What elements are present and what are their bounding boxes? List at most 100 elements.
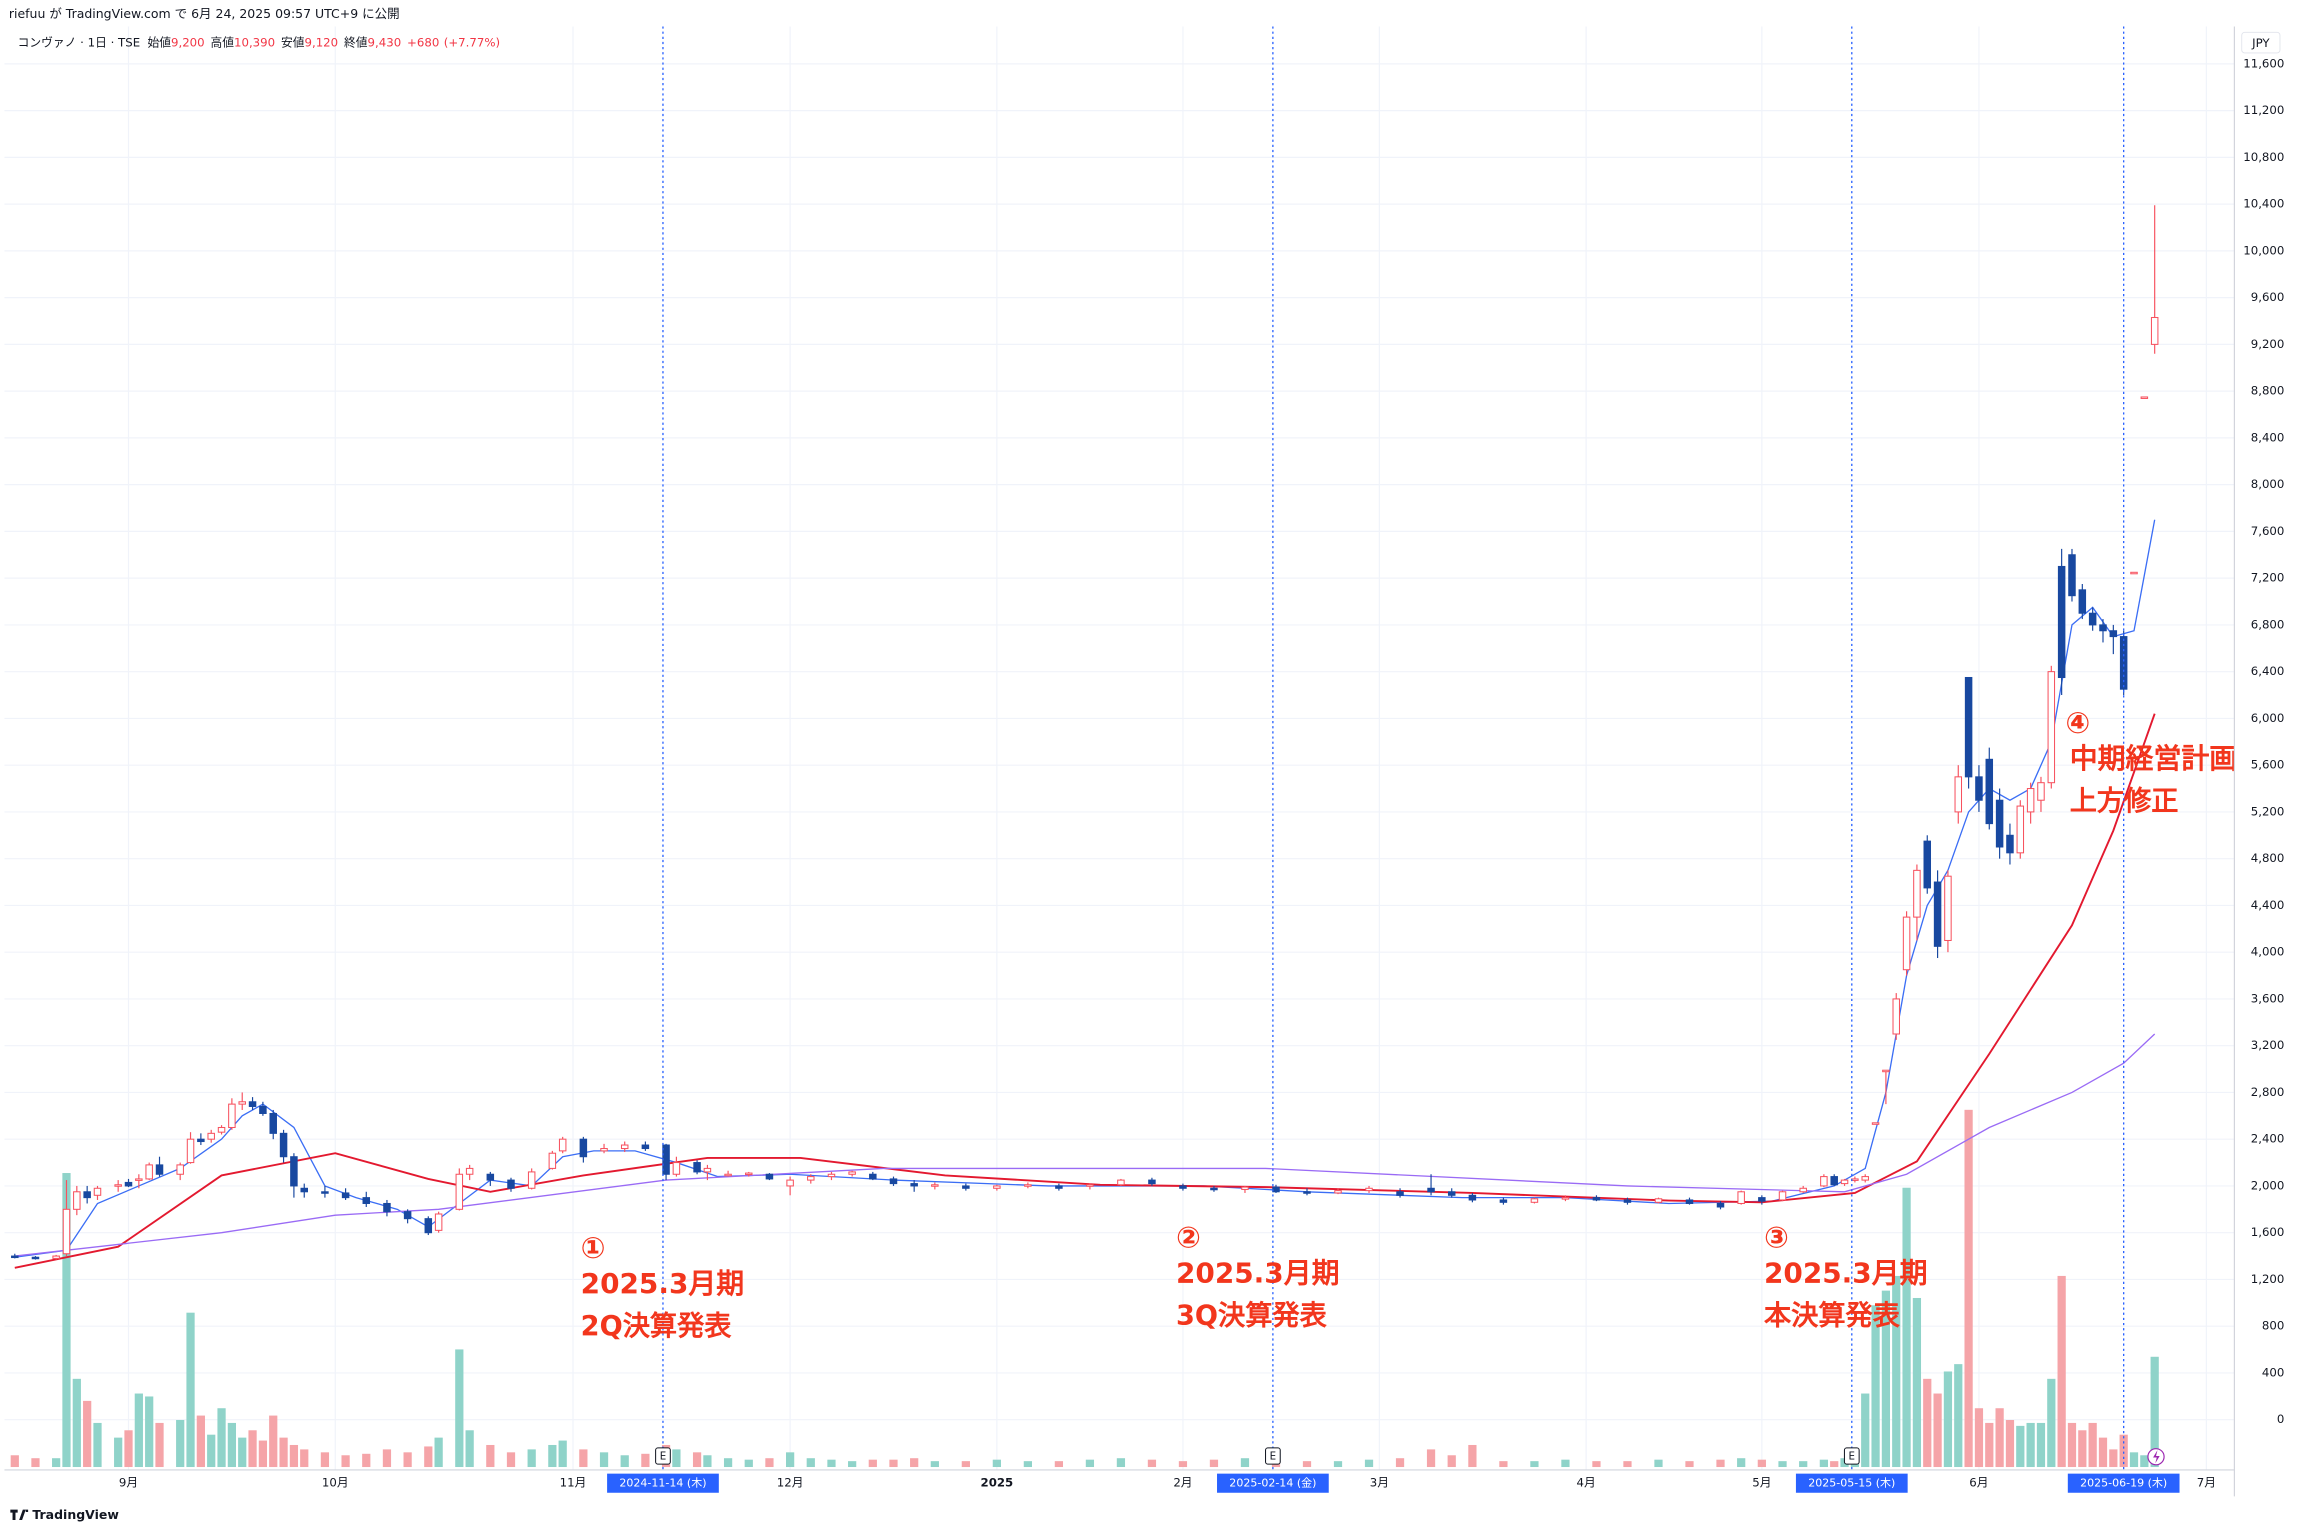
candle-body: [2099, 624, 2107, 632]
candle-body: [1882, 1069, 1890, 1073]
y-tick-label: 800: [2262, 1319, 2284, 1333]
volume-bar: [1830, 1461, 1839, 1468]
volume-bar: [1871, 1305, 1880, 1468]
y-tick-label: 2,400: [2251, 1132, 2285, 1146]
candle-body: [1179, 1185, 1187, 1189]
annotation-text: 2025.3月期: [1764, 1256, 1928, 1289]
annotation-text: ①: [581, 1231, 606, 1265]
earnings-marker-box: [1265, 1447, 1281, 1465]
volume-bar: [1933, 1393, 1942, 1468]
candle-body: [383, 1202, 391, 1213]
volume-bar: [2036, 1422, 2046, 1468]
event-date-box: [1795, 1473, 1908, 1493]
candle-body: [321, 1191, 329, 1194]
x-tick-label: 11月: [560, 1476, 587, 1490]
volume-bar: [848, 1461, 857, 1468]
candle-body: [341, 1192, 350, 1199]
volume-bar: [1912, 1297, 1922, 1468]
candle-body: [703, 1167, 712, 1173]
currency: JPY: [2251, 36, 2270, 50]
annotation-text: ③: [1764, 1221, 1789, 1255]
candle-body: [1799, 1187, 1807, 1193]
volume-bar: [1685, 1461, 1694, 1468]
candle-body: [889, 1178, 898, 1185]
volume-bar: [506, 1452, 516, 1468]
volume-bar: [300, 1449, 309, 1468]
volume-bar: [1302, 1461, 1312, 1468]
candle-body: [362, 1197, 371, 1204]
candle-body: [745, 1172, 753, 1176]
volume-bar: [1923, 1378, 1932, 1468]
y-tick-label: 6,400: [2251, 664, 2285, 678]
volume-bar: [1592, 1461, 1601, 1468]
volume-bar: [1116, 1458, 1126, 1468]
candle-body: [1737, 1191, 1745, 1204]
candle-body: [1427, 1187, 1435, 1193]
x-axis: 9月 10月 11月 12月 2025 2月 3月 4月 5月 6月 7月: [119, 1476, 2216, 1490]
volume-bar: [1799, 1461, 1808, 1468]
volume-bar: [692, 1452, 702, 1468]
candle-body: [724, 1173, 732, 1177]
candle-body: [2026, 788, 2035, 813]
volume-bar: [1892, 1275, 1901, 1468]
x-tick-label: 5月: [1752, 1476, 1771, 1490]
candle-body: [1024, 1184, 1032, 1187]
candle-body: [1241, 1186, 1249, 1190]
volume-bar: [2057, 1275, 2066, 1468]
x-tick-label: 6月: [1969, 1476, 1988, 1490]
y-axis: 0 400 800 1,200 1,600 2,000 2,400 2,800 3,200 3,6…: [2243, 56, 2284, 1426]
annotation-text: ②: [1176, 1221, 1201, 1255]
annotation-layer: ①2025.3月期2Q決算発表②2025.3月期3Q決算発表③2025.3月期本…: [581, 706, 2265, 1342]
volume-bar: [124, 1430, 133, 1468]
event-layer: E 2024-11-14 (木) E 2025-02-14 (金) E 2025-05-1…: [607, 26, 2180, 1493]
volume-bar: [1954, 1364, 1963, 1468]
legend-field-value: 9,120: [305, 35, 339, 49]
candle-layer: [11, 205, 2159, 1260]
event-date: 2025-05-15 (木): [1808, 1477, 1895, 1490]
candle-body: [238, 1101, 246, 1105]
candle-body: [1758, 1197, 1766, 1202]
volume-bar: [186, 1312, 195, 1468]
volume-bar: [2088, 1422, 2097, 1468]
candle-body: [1861, 1176, 1869, 1181]
x-tick-label: 10月: [322, 1476, 349, 1490]
legend-symbol: コンヴァノ · 1日 · TSE: [18, 35, 140, 49]
candle-body: [1923, 840, 1932, 889]
candle-body: [290, 1156, 298, 1187]
candle-body: [114, 1184, 122, 1187]
candle-body: [1913, 869, 1921, 918]
candle-body: [2068, 554, 2076, 597]
y-tick-label: 6,800: [2251, 617, 2285, 631]
volume-bar: [258, 1440, 268, 1468]
volume-bar: [2150, 1356, 2159, 1468]
volume-bar: [2098, 1437, 2108, 1468]
candle-body: [73, 1191, 81, 1210]
volume-bar: [599, 1452, 609, 1468]
candle-body: [1530, 1198, 1539, 1203]
volume-bar: [465, 1430, 474, 1468]
volume-bar: [83, 1400, 92, 1468]
candle-body: [1272, 1186, 1280, 1193]
volume-bar: [1654, 1459, 1663, 1468]
candle-body: [1086, 1184, 1094, 1187]
y-tick-label: 7,600: [2251, 524, 2285, 538]
candle-body: [641, 1144, 650, 1150]
volume-bar: [238, 1437, 247, 1468]
candle-body: [300, 1187, 308, 1193]
volume-bar: [1209, 1459, 1219, 1468]
volume-bar: [341, 1455, 350, 1468]
volume-bar: [1178, 1461, 1188, 1468]
candle-body: [993, 1185, 1001, 1189]
volume-bar: [2119, 1434, 2128, 1468]
candle-body: [155, 1164, 164, 1175]
candle-body: [507, 1179, 515, 1189]
candle-body: [1055, 1185, 1063, 1189]
earnings-marker: E: [660, 1450, 667, 1462]
volume-bar: [1716, 1459, 1725, 1468]
volume-bar: [248, 1430, 257, 1468]
candle-body: [2109, 630, 2118, 638]
candle-body: [827, 1173, 836, 1178]
volume-bar: [2047, 1378, 2056, 1468]
legend-field-value: 10,390: [234, 35, 275, 49]
volume-bar: [579, 1449, 588, 1468]
